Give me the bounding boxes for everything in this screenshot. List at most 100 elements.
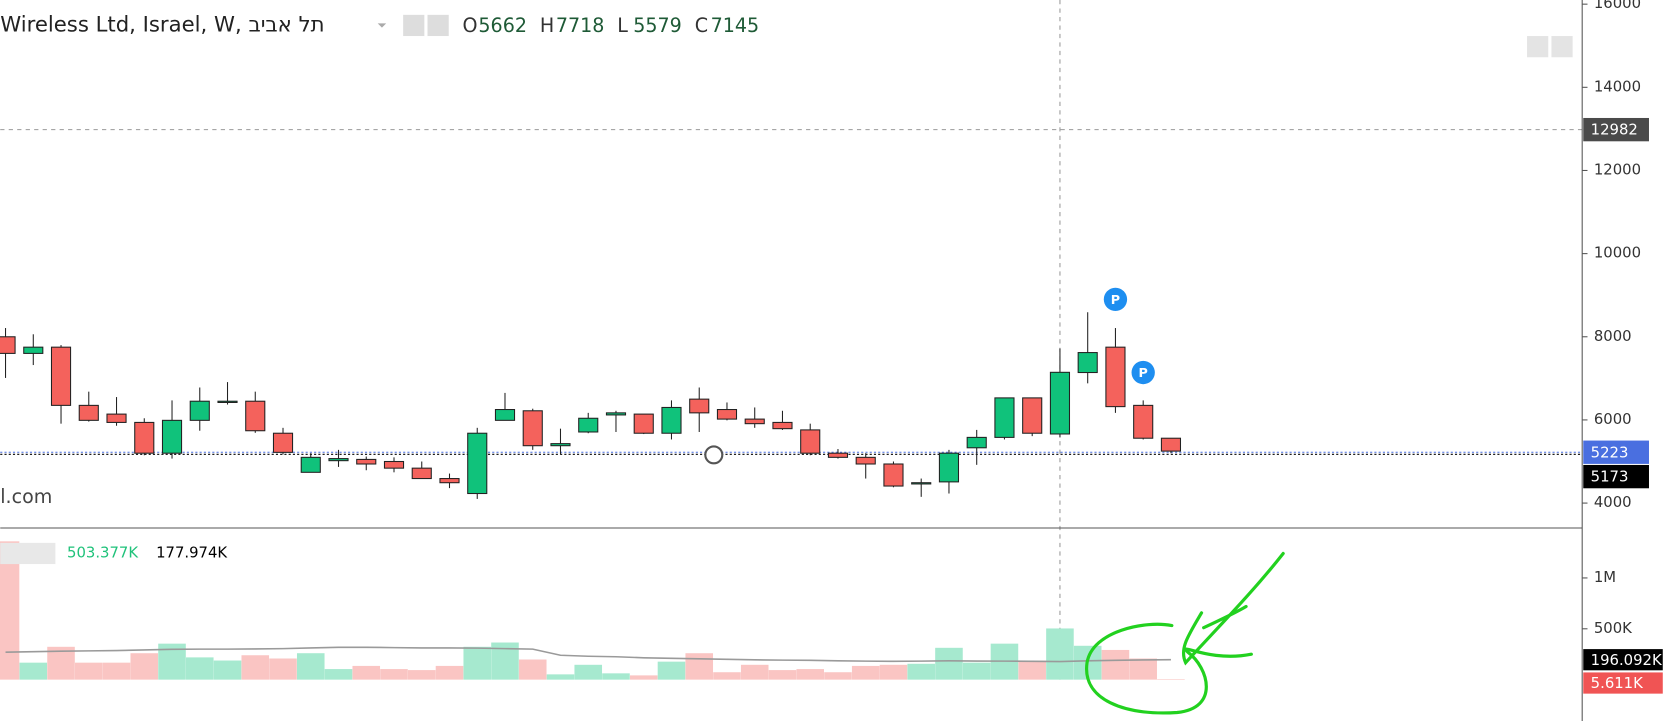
candle-body — [383, 460, 405, 469]
volume-bar — [185, 657, 214, 680]
candle-body — [161, 419, 183, 454]
candle-body — [772, 421, 793, 430]
candle-body — [300, 456, 321, 473]
y-tick-label: 4000 — [1594, 494, 1632, 511]
volume-bar — [324, 669, 353, 680]
check-mark — [1181, 551, 1285, 666]
candle-body — [1049, 371, 1071, 435]
candle-body — [605, 412, 627, 416]
volume-bar — [713, 672, 741, 680]
candle-body — [356, 458, 377, 465]
y-tick-label: 1M — [1594, 569, 1616, 586]
volume-bar — [47, 646, 75, 680]
candle-body — [994, 397, 1015, 438]
volume-badge-label: 5.611K — [1591, 675, 1644, 692]
volume-readout: 177.974K — [156, 544, 228, 561]
candle-body — [134, 421, 155, 454]
candle-body — [0, 336, 16, 354]
volume-bar — [740, 664, 769, 680]
volume-bar — [685, 653, 714, 680]
candle-body — [217, 400, 238, 403]
candle-body — [1022, 397, 1043, 434]
volume-bar — [546, 674, 575, 680]
settings-button[interactable] — [403, 14, 425, 37]
volume-bar — [935, 647, 963, 680]
ohlc-label: C — [695, 15, 708, 37]
volume-bar — [0, 541, 20, 680]
scroll-button[interactable] — [1551, 36, 1573, 58]
candle-body — [189, 400, 210, 421]
candle-body — [245, 400, 266, 432]
ohlc-value: 7145 — [711, 15, 760, 37]
event-marker — [1131, 360, 1155, 385]
candle-body — [467, 432, 488, 495]
volume-bar — [352, 665, 381, 680]
candle-body — [272, 432, 294, 453]
candle-body — [411, 467, 432, 480]
volume-bar — [1018, 660, 1046, 680]
ohlc-label: H — [540, 15, 554, 37]
price-badge — [1583, 440, 1649, 464]
candle-body — [883, 463, 904, 487]
moving-average — [5, 646, 1171, 663]
candle-body — [1105, 346, 1126, 408]
volume-bar — [879, 664, 908, 680]
volume-bar — [602, 673, 630, 680]
ohlc-value: 5579 — [633, 15, 682, 37]
ohlc-label: O — [463, 15, 478, 37]
candle-body — [578, 417, 599, 433]
candle-body — [439, 478, 460, 484]
drawing-anchor[interactable] — [704, 445, 724, 465]
ohlc-value: 5662 — [478, 15, 527, 37]
volume-badge — [1583, 649, 1663, 671]
volume-badge — [1583, 672, 1663, 694]
volume-bar — [130, 653, 159, 680]
indicator-buttons[interactable] — [0, 542, 56, 565]
dropdown-icon[interactable] — [377, 23, 387, 28]
candle-body — [716, 409, 738, 420]
candle-body — [827, 452, 849, 458]
volume-bar — [1157, 679, 1185, 680]
y-tick-label: 6000 — [1594, 411, 1632, 428]
hand-drawn-annotation — [1085, 551, 1285, 715]
event-marker-label: P — [1139, 365, 1148, 380]
candle-body — [938, 452, 960, 483]
candle-body — [966, 436, 987, 449]
check-mark — [1202, 604, 1248, 630]
volume-bar — [796, 669, 825, 680]
y-tick-label: 12000 — [1594, 161, 1641, 178]
event-marker — [1103, 287, 1128, 312]
candle-body — [522, 410, 543, 447]
candle-body — [106, 413, 127, 423]
candle-body — [1160, 437, 1182, 452]
ohlc-label: L — [617, 15, 628, 37]
volume-bar — [269, 658, 297, 680]
event-marker-label: P — [1111, 292, 1120, 307]
candle-body — [494, 409, 516, 421]
volume-bar — [629, 675, 658, 680]
candle-body — [689, 398, 710, 414]
y-tick-label: 16000 — [1594, 0, 1641, 12]
scribble — [1085, 622, 1253, 715]
volume-bar — [1129, 658, 1157, 680]
volume-bar — [407, 670, 436, 680]
candle-body — [550, 443, 571, 447]
candle-body — [50, 346, 72, 406]
candle-body — [78, 404, 99, 421]
volume-bar — [435, 665, 464, 680]
symbol-title: Wireless Ltd, Israel, W, תל אביב — [0, 11, 324, 36]
volume-bar — [851, 665, 880, 680]
volume-bar — [1101, 649, 1130, 680]
candle-body — [1133, 404, 1154, 439]
volume-bar — [768, 670, 797, 680]
settings-button[interactable] — [427, 14, 449, 37]
y-tick-label: 8000 — [1594, 328, 1632, 345]
volume-bar — [296, 653, 325, 680]
scroll-button[interactable] — [1527, 36, 1549, 58]
volume-bar — [962, 662, 991, 680]
y-tick-label: 14000 — [1594, 78, 1641, 95]
volume-bar — [380, 669, 408, 680]
candle-body — [1077, 352, 1098, 374]
price-badge-label: 5173 — [1591, 469, 1629, 486]
